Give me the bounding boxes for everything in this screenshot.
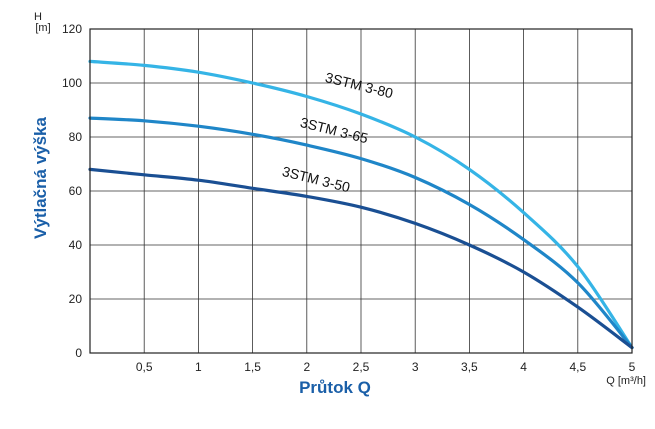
- x-tick-label: 1: [195, 360, 202, 374]
- x-tick-label: 3,5: [461, 360, 478, 374]
- tick-labels: 0,5 1 1,5 2 2,5 3 3,5 4 4,5 5 0 20 40 60 80 100 120: [62, 22, 636, 374]
- x-tick-label: 5: [629, 360, 636, 374]
- series-label-3stm-3-65: 3STM 3-65: [299, 114, 370, 146]
- x-tick-label: 2,5: [353, 360, 370, 374]
- x-tick-label: 1,5: [244, 360, 261, 374]
- grid: [90, 29, 632, 353]
- x-tick-label: 2: [303, 360, 310, 374]
- y-tick-label: 80: [69, 130, 83, 144]
- x-axis-title: Průtok Q: [299, 378, 371, 397]
- series-label-3stm-3-80: 3STM 3-80: [324, 69, 395, 101]
- y-tick-label: 60: [69, 184, 83, 198]
- series-lines: [88, 59, 634, 350]
- x-unit-label: Q [m³/h]: [606, 375, 646, 387]
- x-tick-label: 4: [520, 360, 527, 374]
- series-line-3: [88, 167, 634, 350]
- y-axis-title: Výtlačná výška: [31, 116, 50, 238]
- y-tick-label: 40: [69, 238, 83, 252]
- y-tick-label: 20: [69, 292, 83, 306]
- series-line-1: [88, 59, 634, 350]
- y-tick-label: 100: [62, 76, 82, 90]
- x-tick-label: 4,5: [569, 360, 586, 374]
- y-unit-label-top: H: [34, 11, 42, 23]
- y-tick-label: 0: [75, 346, 82, 360]
- x-tick-label: 0,5: [136, 360, 153, 374]
- series-label-3stm-3-50: 3STM 3-50: [281, 163, 352, 195]
- plot-frame: [89, 28, 633, 354]
- y-unit-label-bottom: [m]: [35, 22, 50, 34]
- series-line-2: [88, 116, 634, 350]
- y-tick-label: 120: [62, 22, 82, 36]
- x-tick-label: 3: [412, 360, 419, 374]
